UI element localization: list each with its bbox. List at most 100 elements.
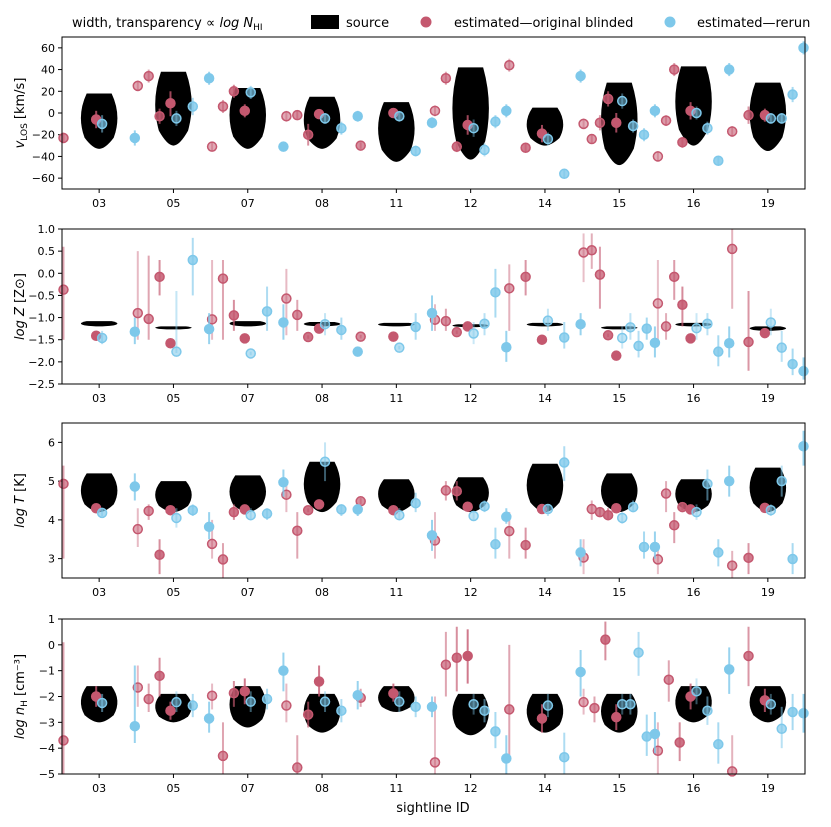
rerun-point-logt-12-0 bbox=[468, 510, 479, 522]
x-tick-label-lognh-16: 16 bbox=[687, 782, 701, 795]
y-tick-label-vlos-3: 0 bbox=[48, 107, 55, 120]
y-axis-label-vlos: vLOS [km/s] bbox=[13, 78, 30, 149]
rerun-point-lognh-11-2 bbox=[426, 701, 438, 713]
original-point-lognh-08-0 bbox=[281, 700, 292, 711]
rerun-point-logz-08-0 bbox=[319, 318, 331, 330]
rerun-point-logt-19-2 bbox=[787, 553, 798, 565]
original-point-logt-16-2 bbox=[668, 520, 680, 531]
rerun-point-logt-08-2 bbox=[352, 504, 363, 515]
original-point-lognh-07-3 bbox=[239, 686, 251, 697]
rerun-point-logz-15-2 bbox=[633, 340, 644, 352]
rerun-point-vlos-11-0 bbox=[394, 111, 405, 122]
rerun-point-logz-05-2 bbox=[203, 323, 215, 335]
source-violin-logt-03-0 bbox=[80, 473, 118, 513]
original-point-logt-16-1 bbox=[660, 488, 672, 499]
x-tick-label-logz-07: 07 bbox=[241, 392, 255, 405]
original-point-vlos-07-0 bbox=[206, 141, 218, 152]
y-axis-label-logt: log T [K] bbox=[13, 473, 28, 528]
source-violin-logz-07-0 bbox=[229, 321, 267, 327]
original-point-vlos-19-1 bbox=[743, 109, 754, 121]
rerun-point-lognh-12-2 bbox=[490, 726, 501, 737]
y-tick-label-logz-2: −1.5 bbox=[28, 334, 55, 347]
rerun-point-lognh-12-3 bbox=[501, 753, 512, 764]
rerun-point-lognh-16-1 bbox=[702, 705, 713, 716]
original-point-vlos-05-2 bbox=[154, 111, 165, 122]
legend-source-label: source bbox=[346, 16, 389, 31]
source-violin-lognh-16-0 bbox=[675, 686, 712, 723]
original-point-lognh-12-0 bbox=[429, 757, 441, 768]
original-point-logz-16-3 bbox=[677, 299, 688, 310]
original-point-logt-07-0 bbox=[206, 538, 218, 550]
source-violin-logt-12-0 bbox=[452, 477, 489, 513]
original-point-logt-05-1 bbox=[143, 505, 154, 517]
rerun-point-vlos-05-1 bbox=[187, 101, 199, 112]
original-point-logz-08-0 bbox=[281, 293, 292, 304]
y-tick-label-logz-0: −2.5 bbox=[28, 378, 55, 391]
original-point-logz-16-2 bbox=[668, 271, 680, 283]
original-point-lognh-15-3 bbox=[611, 711, 622, 723]
plot-frame-logt bbox=[61, 422, 806, 579]
x-tick-label-logz-15: 15 bbox=[612, 392, 626, 405]
legend-title: width, transparency ∝ log NHI bbox=[72, 16, 263, 33]
rerun-point-logz-12-0 bbox=[468, 328, 479, 339]
rerun-point-lognh-08-1 bbox=[336, 705, 347, 716]
y-axis-label-logz: log Z [Z⊙] bbox=[13, 273, 28, 340]
original-point-vlos-14-0 bbox=[504, 59, 515, 71]
original-point-lognh-16-2 bbox=[674, 737, 685, 748]
rerun-point-lognh-16-3 bbox=[723, 664, 735, 675]
original-point-vlos-15-2 bbox=[594, 117, 606, 129]
x-tick-label-vlos-19: 19 bbox=[761, 197, 775, 210]
rerun-point-lognh-16-2 bbox=[713, 739, 724, 750]
rerun-point-logz-15-4 bbox=[649, 337, 661, 349]
y-tick-label-logz-3: −1.0 bbox=[28, 312, 55, 325]
rerun-point-lognh-07-1 bbox=[261, 693, 273, 705]
rerun-point-logt-11-0 bbox=[394, 509, 405, 521]
x-tick-label-vlos-05: 05 bbox=[166, 197, 180, 210]
y-axis-label-lognh: log nH [cm⁻³] bbox=[13, 654, 30, 739]
rerun-point-vlos-11-1 bbox=[410, 145, 421, 157]
rerun-point-lognh-12-0 bbox=[468, 699, 479, 710]
rerun-point-lognh-05-0 bbox=[171, 696, 182, 708]
rerun-point-logt-15-0 bbox=[616, 512, 628, 524]
original-point-lognh-14-0 bbox=[504, 704, 515, 715]
original-point-logz-19-1 bbox=[743, 336, 754, 348]
rerun-point-lognh-07-0 bbox=[245, 696, 256, 707]
y-tick-label-vlos-4: 20 bbox=[41, 85, 55, 98]
original-point-logt-15-3 bbox=[602, 509, 614, 521]
rerun-point-vlos-11-2 bbox=[426, 117, 438, 129]
x-tick-label-lognh-11: 11 bbox=[389, 782, 403, 795]
original-point-lognh-12-3 bbox=[462, 650, 473, 662]
original-point-lognh-08-2 bbox=[302, 709, 314, 720]
legend: width, transparency ∝ log NHI source est… bbox=[72, 15, 810, 33]
rerun-point-vlos-12-1 bbox=[479, 144, 490, 156]
source-violin-vlos-12-0 bbox=[452, 67, 489, 160]
original-point-lognh-16-1 bbox=[663, 674, 675, 685]
rerun-point-logt-12-3 bbox=[501, 511, 512, 523]
original-point-vlos-08-1 bbox=[292, 109, 303, 121]
rerun-point-lognh-19-2 bbox=[787, 706, 798, 718]
original-point-logt-15-4 bbox=[611, 503, 622, 514]
rerun-point-lognh-03-1 bbox=[129, 720, 141, 732]
original-point-logt-08-1 bbox=[292, 525, 303, 536]
original-point-vlos-05-0 bbox=[132, 80, 144, 92]
rerun-point-vlos-15-1 bbox=[627, 120, 639, 132]
y-tick-label-logt-3: 6 bbox=[48, 436, 55, 449]
original-point-lognh-14-1 bbox=[536, 713, 548, 724]
rerun-point-vlos-16-3 bbox=[723, 64, 735, 75]
rerun-point-logt-14-0 bbox=[542, 503, 554, 515]
rerun-point-vlos-15-3 bbox=[649, 105, 661, 117]
original-point-lognh-03-1 bbox=[90, 691, 102, 702]
x-tick-label-vlos-03: 03 bbox=[92, 197, 106, 210]
rerun-point-vlos-08-0 bbox=[319, 113, 331, 124]
rerun-point-logt-15-3 bbox=[649, 541, 661, 553]
x-tick-label-logt-19: 19 bbox=[761, 586, 775, 599]
original-point-logt-19-1 bbox=[743, 552, 754, 564]
y-tick-label-lognh-5: 0 bbox=[48, 639, 55, 652]
original-point-vlos-08-2 bbox=[302, 129, 314, 140]
rerun-point-lognh-11-1 bbox=[410, 701, 421, 713]
y-tick-label-lognh-3: −2 bbox=[39, 691, 55, 704]
rerun-point-logz-08-1 bbox=[336, 324, 347, 336]
original-point-vlos-16-0 bbox=[652, 151, 664, 162]
source-violin-lognh-08-0 bbox=[303, 693, 341, 733]
